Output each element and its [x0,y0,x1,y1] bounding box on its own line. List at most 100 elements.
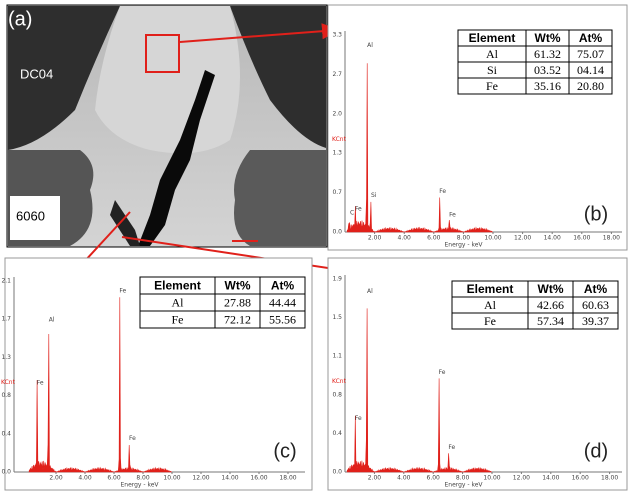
table-cell: 44.44 [269,295,296,309]
panel-label: (b) [584,203,608,225]
y-tick-label: 1.1 [332,353,342,360]
peak-label: Fe [439,369,446,376]
y-unit: KCnt [332,378,347,385]
panel-label: (d) [584,440,608,462]
table-cell: 60.63 [582,298,609,312]
y-tick-label: 0.4 [1,430,11,437]
y-tick-label: 0.4 [332,430,342,437]
table-cell: 03.52 [534,63,561,77]
panel-label: (c) [273,440,296,462]
table-cell: 72.12 [224,312,251,326]
x-tick-label: 6.00 [107,475,121,482]
y-tick-label: 1.3 [1,354,11,361]
y-tick-label: 2.0 [332,110,342,117]
table-cell: 75.07 [577,47,604,61]
x-tick-label: 8.00 [456,475,470,482]
y-unit: KCnt [332,136,347,143]
y-tick-label: 1.3 [332,150,342,157]
table-header: Wt% [538,282,564,296]
x-tick-label: 16.00 [573,235,590,242]
x-tick-label: 2.00 [368,235,382,242]
table-header: Element [467,282,514,296]
x-tick-label: 18.00 [601,475,618,482]
table-cell: 61.32 [534,47,561,61]
y-tick-label: 0.8 [1,392,11,399]
peak-label: Al [367,288,373,295]
y-tick-label: 0.0 [332,229,342,236]
x-axis-label: Energy - keV [120,482,159,489]
table-cell: Al [172,295,185,309]
table-header: Wt% [225,279,251,293]
table-cell: 39.37 [582,314,609,328]
peak-label: Al [367,42,373,49]
x-tick-label: 4.00 [397,475,411,482]
table-header: At% [271,279,295,293]
peak-label: Fe [439,188,446,195]
y-tick-label: 2.1 [1,278,11,285]
x-tick-label: 14.00 [542,475,559,482]
table-cell: Al [486,47,499,61]
table-cell: 55.56 [269,312,296,326]
spectrum-panel: 2.1 1.7 1.3 0.8 0.4 0.0 KCnt 2.00 4.00 6.00 8.00 10… [1,258,312,490]
peak-label: Si [371,192,377,199]
x-tick-label: 2.00 [368,475,382,482]
x-tick-label: 18.00 [603,235,620,242]
y-tick-label: 1.5 [332,314,342,321]
x-axis-label: Energy - keV [444,482,483,489]
table-header: Wt% [535,31,561,45]
peak-label: Fe [129,435,136,442]
x-tick-label: 4.00 [398,235,412,242]
table-header: Element [469,31,516,45]
table-cell: Si [487,63,498,77]
table-cell: Fe [484,314,496,328]
peak-label: Al [49,316,55,323]
x-tick-label: 16.00 [250,475,267,482]
x-tick-label: 16.00 [572,475,589,482]
y-unit: KCnt [1,379,16,386]
spectrum-panel: 1.9 1.5 1.1 0.8 0.4 0.0 KCnt 2.00 4.00 6.00 8.00 10… [328,258,627,490]
x-tick-label: 10.00 [484,235,501,242]
x-tick-label: 6.00 [427,475,441,482]
y-tick-label: 1.7 [1,316,11,323]
x-axis-label: Energy - keV [444,242,483,249]
x-tick-label: 18.00 [279,475,296,482]
x-tick-label: 6.00 [427,235,441,242]
table-cell: 20.80 [577,79,604,93]
table-header: At% [579,31,603,45]
table-cell: 27.88 [224,295,251,309]
x-tick-label: 12.00 [192,475,209,482]
x-tick-label: 8.00 [457,235,471,242]
y-tick-label: 3.3 [332,32,342,39]
region-label: DC04 [20,66,53,81]
peak-label: Fe [449,212,456,219]
x-tick-label: 12.00 [513,475,530,482]
region-label: 6060 [16,208,45,223]
table-header: Element [154,279,201,293]
x-tick-label: 14.00 [221,475,238,482]
x-tick-label: 12.00 [514,235,531,242]
x-tick-label: 10.00 [163,475,180,482]
y-tick-label: 2.7 [332,71,342,78]
panel-label: (a) [8,8,32,30]
x-tick-label: 10.00 [483,475,500,482]
peak-label: Fe [37,379,44,386]
x-tick-label: 4.00 [78,475,92,482]
table-cell: 57.34 [537,314,564,328]
y-tick-label: 0.0 [332,469,342,476]
table-cell: 42.66 [537,298,564,312]
peak-label: Fe [355,415,362,422]
y-tick-label: 0.0 [1,469,11,476]
x-tick-label: 8.00 [136,475,150,482]
table-cell: 04.14 [577,63,604,77]
y-tick-label: 1.9 [332,276,342,283]
table-header: At% [584,282,608,296]
x-tick-label: 2.00 [49,475,63,482]
peak-label: Fe [119,288,126,295]
sem-image: (a) DC04 6060 [7,5,327,247]
peak-label: C [350,210,354,217]
peak-label: Fe [355,206,362,213]
table-cell: Al [484,298,497,312]
peak-label: Fe [448,444,455,451]
figure: (a) DC04 6060 3.32.72.01.30.70.0KCnt2.00… [0,0,628,491]
y-tick-label: 0.8 [332,391,342,398]
